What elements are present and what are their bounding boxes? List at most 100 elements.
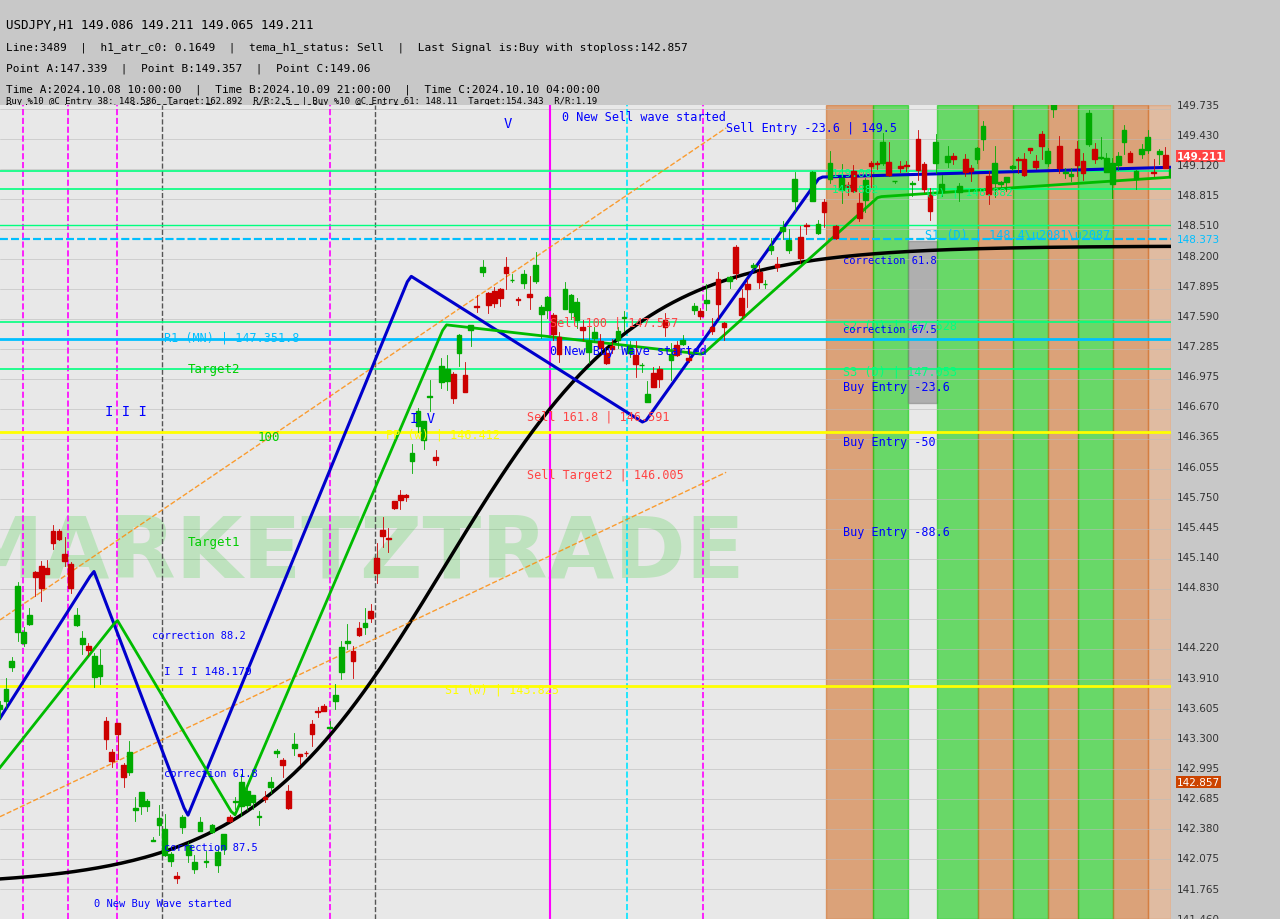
Bar <box>833 227 838 239</box>
Text: S1 (w) | 143.825: S1 (w) | 143.825 <box>445 683 559 696</box>
Bar <box>516 300 520 301</box>
Bar <box>215 852 220 866</box>
Bar <box>27 615 32 624</box>
Text: 141.765: 141.765 <box>1176 884 1220 894</box>
Bar <box>652 373 655 388</box>
Bar <box>910 184 915 185</box>
Text: 148.882: 148.882 <box>832 185 879 195</box>
Text: 0 New Buy Wave started: 0 New Buy Wave started <box>550 345 708 357</box>
Bar <box>344 641 349 643</box>
Bar <box>63 554 67 562</box>
Text: Target1: Target1 <box>187 535 239 548</box>
Bar <box>978 106 1012 919</box>
Bar <box>1139 150 1144 154</box>
Bar <box>698 312 703 316</box>
Bar <box>421 422 426 440</box>
Bar <box>915 140 920 171</box>
Bar <box>38 567 44 589</box>
Bar <box>498 289 503 299</box>
Text: correction 87.5: correction 87.5 <box>164 842 257 852</box>
Bar <box>115 723 120 734</box>
Bar <box>722 323 726 327</box>
Bar <box>74 615 79 625</box>
Bar <box>598 342 603 348</box>
Text: MARKETZTRADE: MARKETZTRADE <box>0 512 745 595</box>
Bar <box>1148 106 1171 919</box>
Bar <box>204 861 209 862</box>
Bar <box>616 332 621 341</box>
Bar <box>869 165 873 167</box>
Bar <box>233 801 238 802</box>
Bar <box>274 751 279 754</box>
Bar <box>1092 150 1097 160</box>
Bar <box>716 280 721 304</box>
Bar <box>1012 106 1048 919</box>
Text: S1 (D) | 148.4\u2081\u2087: S1 (D) | 148.4\u2081\u2087 <box>925 229 1111 242</box>
Bar <box>1105 159 1108 173</box>
Bar <box>527 294 532 298</box>
Bar <box>1098 158 1103 159</box>
Text: Sell Target2 | 146.005: Sell Target2 | 146.005 <box>527 469 684 482</box>
Bar <box>963 160 968 173</box>
Bar <box>339 647 344 673</box>
Bar <box>97 665 102 676</box>
Bar <box>462 376 467 392</box>
Bar <box>1164 156 1167 169</box>
Text: (D) | 148.882: (D) | 148.882 <box>925 187 1012 198</box>
Bar <box>51 531 55 544</box>
Bar <box>475 306 479 307</box>
Bar <box>392 502 397 509</box>
Bar <box>1010 167 1015 168</box>
Bar <box>163 830 168 855</box>
Bar <box>856 204 861 219</box>
Bar <box>0 706 3 709</box>
Bar <box>227 817 232 821</box>
Bar <box>192 862 197 869</box>
Text: PP (w) | 146.412: PP (w) | 146.412 <box>387 428 500 441</box>
Text: 147.590: 147.590 <box>1176 312 1220 322</box>
Text: R1 (MN) | 147.351.8: R1 (MN) | 147.351.8 <box>164 332 300 345</box>
Bar <box>521 275 526 284</box>
Text: correction 61.8: correction 61.8 <box>844 255 937 266</box>
Bar <box>127 753 132 772</box>
Bar <box>1033 162 1038 168</box>
Text: 149.120: 149.120 <box>1176 161 1220 171</box>
Bar <box>1169 169 1174 177</box>
Bar <box>244 791 250 805</box>
Bar <box>56 531 61 539</box>
Text: 146.670: 146.670 <box>1176 402 1220 412</box>
Bar <box>557 337 562 354</box>
Bar <box>104 720 109 739</box>
Text: 143.605: 143.605 <box>1176 703 1220 713</box>
Bar <box>186 845 191 856</box>
Text: Buy Entry -23.6: Buy Entry -23.6 <box>844 380 950 393</box>
Bar <box>634 356 637 365</box>
Bar <box>781 228 785 233</box>
Bar <box>604 354 608 364</box>
Bar <box>769 247 773 251</box>
Text: Line:3489  |  h1_atr_c0: 0.1649  |  tema_h1_status: Sell  |  Last Signal is:Buy : Line:3489 | h1_atr_c0: 0.1649 | tema_h1_… <box>6 42 689 53</box>
Bar <box>310 724 315 734</box>
Bar <box>1057 147 1061 169</box>
Text: 148.200: 148.200 <box>1176 252 1220 262</box>
Bar <box>133 809 138 810</box>
Text: 149.211: 149.211 <box>1176 153 1224 162</box>
Bar <box>727 278 732 282</box>
Text: Target2: Target2 <box>187 363 239 376</box>
Text: 149.06: 149.06 <box>832 169 872 179</box>
Bar <box>539 308 544 314</box>
Text: 149.430: 149.430 <box>1176 130 1220 141</box>
Bar <box>792 179 797 201</box>
Bar <box>156 818 161 825</box>
Bar <box>1078 106 1112 919</box>
Bar <box>657 369 662 380</box>
Bar <box>998 183 1002 186</box>
Text: 145.445: 145.445 <box>1176 522 1220 532</box>
Bar <box>1128 153 1133 163</box>
Bar <box>33 572 37 578</box>
Bar <box>374 558 379 573</box>
Bar <box>609 346 614 349</box>
Text: I I I 148.179: I I I 148.179 <box>164 666 252 676</box>
Text: 145.140: 145.140 <box>1176 552 1220 562</box>
Bar <box>269 782 273 787</box>
